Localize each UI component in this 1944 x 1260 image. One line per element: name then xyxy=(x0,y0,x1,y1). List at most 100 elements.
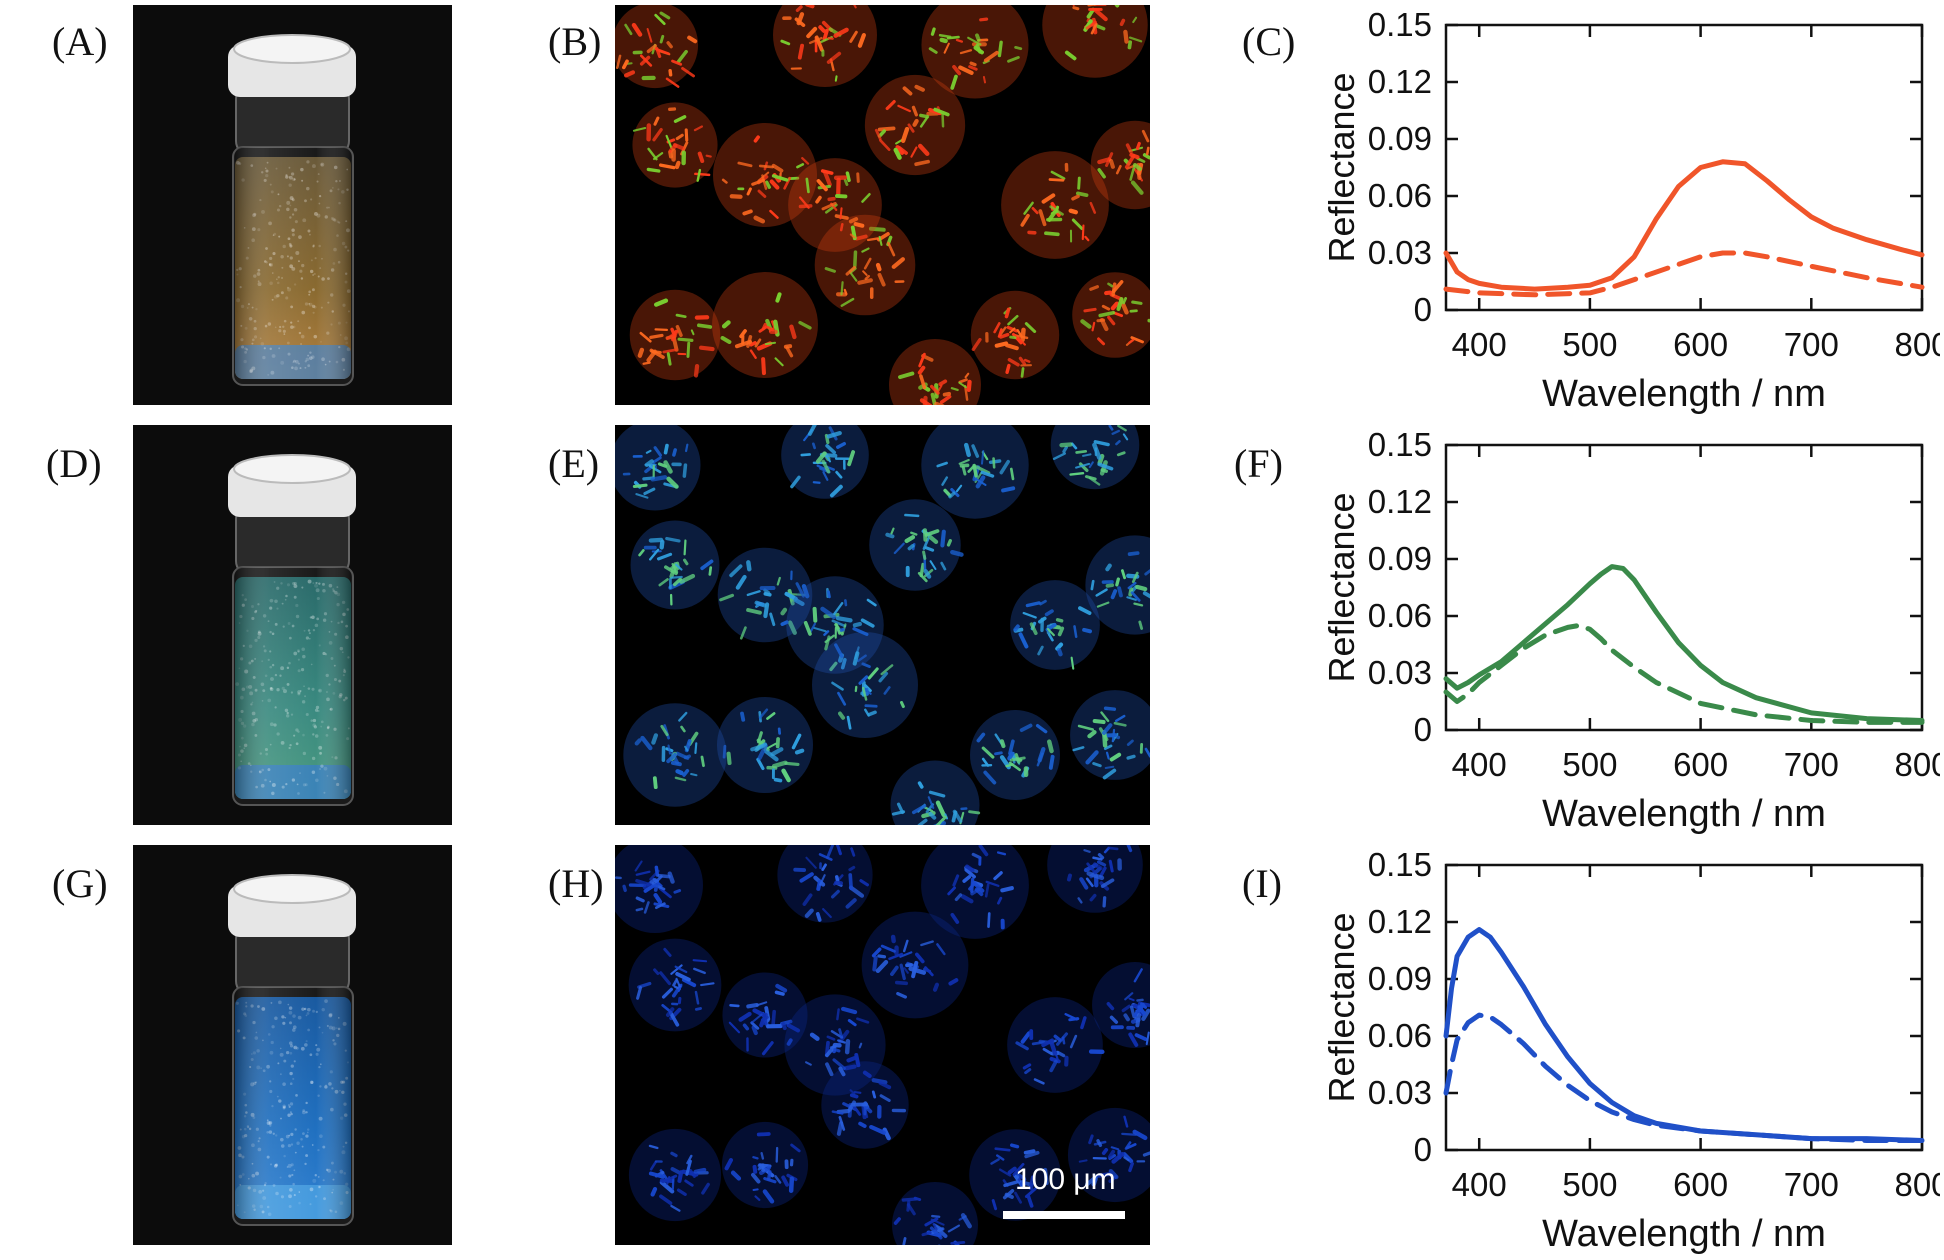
vial-cap-top xyxy=(233,874,351,904)
particle xyxy=(970,290,1060,380)
panel-label-g: (G) xyxy=(52,861,108,906)
particle xyxy=(889,339,981,405)
particle xyxy=(1001,151,1109,259)
series-line-dashed xyxy=(1443,250,1925,298)
y-axis-label: Reflectance xyxy=(1321,492,1362,682)
series-line-dashed xyxy=(1443,623,1925,725)
particle xyxy=(721,1121,809,1209)
panel-label-i: (I) xyxy=(1242,861,1282,906)
particle xyxy=(628,1128,722,1222)
y-tick-label: 0.03 xyxy=(1368,1074,1432,1111)
y-tick-label: 0.12 xyxy=(1368,903,1432,940)
y-tick-label: 0 xyxy=(1414,711,1432,748)
panel-label-b: (B) xyxy=(548,19,602,64)
particle xyxy=(615,425,701,511)
y-axis-label: Reflectance xyxy=(1321,72,1362,262)
vial-glass-shading xyxy=(235,567,351,799)
particle xyxy=(1010,580,1100,670)
series-line-solid xyxy=(1443,564,1925,723)
vial-photo-a xyxy=(133,5,452,405)
particle xyxy=(869,499,964,591)
particle xyxy=(1047,845,1143,913)
scale-bar-label: 100 μm xyxy=(1015,1163,1116,1196)
plot-frame xyxy=(1444,23,1924,312)
particle xyxy=(1007,997,1105,1093)
particle xyxy=(970,710,1060,800)
x-tick-label: 600 xyxy=(1673,1166,1728,1203)
vial-cap-top xyxy=(233,454,351,484)
particle xyxy=(814,214,916,316)
x-tick-label: 500 xyxy=(1562,1166,1617,1203)
reflectance-chart-c: 0 0.03 0.06 0.09 0.12 0.15 400 500 600 700 800 Wave… xyxy=(1321,6,1940,415)
y-tick-label: 0.06 xyxy=(1368,597,1432,634)
x-tick-label: 800 xyxy=(1894,746,1940,783)
panel-label-f: (F) xyxy=(1234,441,1283,486)
vial-glass-shading xyxy=(235,147,351,379)
series-line-dashed xyxy=(1443,1012,1925,1143)
x-tick-label: 400 xyxy=(1452,746,1507,783)
y-axis-label: Reflectance xyxy=(1321,912,1362,1102)
particle xyxy=(716,696,814,794)
x-tick-label: 700 xyxy=(1784,326,1839,363)
particle xyxy=(629,289,721,381)
particle xyxy=(722,972,808,1058)
x-axis-label: Wavelength / nm xyxy=(1542,1213,1826,1255)
y-tick-label: 0.03 xyxy=(1368,654,1432,691)
y-tick-label: 0.12 xyxy=(1368,63,1432,100)
series-line-solid xyxy=(1443,927,1925,1143)
particle xyxy=(1042,5,1148,78)
particle xyxy=(1090,120,1150,210)
x-tick-label: 400 xyxy=(1452,1166,1507,1203)
panel-label-h: (H) xyxy=(548,861,604,906)
particle xyxy=(861,911,969,1019)
micrograph-h: 100 μm xyxy=(615,845,1150,1245)
particle xyxy=(864,74,966,176)
particle xyxy=(1072,272,1150,358)
x-tick-label: 700 xyxy=(1784,746,1839,783)
x-tick-label: 800 xyxy=(1894,326,1940,363)
panel-label-e: (E) xyxy=(548,441,600,486)
plot-frame xyxy=(1444,863,1924,1152)
vial-cap-top xyxy=(233,34,351,64)
x-tick-label: 800 xyxy=(1894,1166,1940,1203)
particle xyxy=(891,1181,979,1245)
particle xyxy=(623,703,727,807)
x-tick-label: 700 xyxy=(1784,1166,1839,1203)
plot-frame xyxy=(1444,443,1924,732)
particle xyxy=(1067,1107,1150,1203)
x-tick-label: 400 xyxy=(1452,326,1507,363)
particle xyxy=(921,5,1029,99)
particle xyxy=(615,5,699,89)
particle xyxy=(969,1129,1061,1221)
particle xyxy=(784,994,886,1096)
x-tick-label: 600 xyxy=(1673,746,1728,783)
vial-photo-g xyxy=(133,845,452,1245)
y-tick-label: 0.03 xyxy=(1368,234,1432,271)
particle xyxy=(921,425,1029,519)
y-tick-label: 0.15 xyxy=(1368,846,1432,883)
particle xyxy=(712,122,818,228)
particle xyxy=(777,845,873,923)
particle xyxy=(781,425,869,499)
particle xyxy=(712,272,818,378)
panel-label-c: (C) xyxy=(1242,19,1296,64)
panel-label-a: (A) xyxy=(52,19,108,64)
series-line-solid xyxy=(1443,159,1925,292)
particle xyxy=(890,760,981,825)
y-tick-label: 0.12 xyxy=(1368,483,1432,520)
y-tick-label: 0.09 xyxy=(1368,120,1432,157)
particle xyxy=(1050,425,1140,490)
y-tick-label: 0.15 xyxy=(1368,426,1432,463)
particle xyxy=(773,5,877,87)
y-tick-label: 0.06 xyxy=(1368,1017,1432,1054)
micrograph-e xyxy=(615,425,1150,825)
particle xyxy=(921,845,1029,939)
y-tick-label: 0.15 xyxy=(1368,6,1432,43)
x-tick-label: 600 xyxy=(1673,326,1728,363)
y-tick-label: 0.09 xyxy=(1368,960,1432,997)
y-tick-label: 0.09 xyxy=(1368,540,1432,577)
vial-glass-shading xyxy=(235,987,351,1219)
particle xyxy=(1092,962,1150,1048)
particle xyxy=(630,520,720,610)
reflectance-chart-f: 0 0.03 0.06 0.09 0.12 0.15 400 500 600 700 800 Wave… xyxy=(1321,426,1940,835)
